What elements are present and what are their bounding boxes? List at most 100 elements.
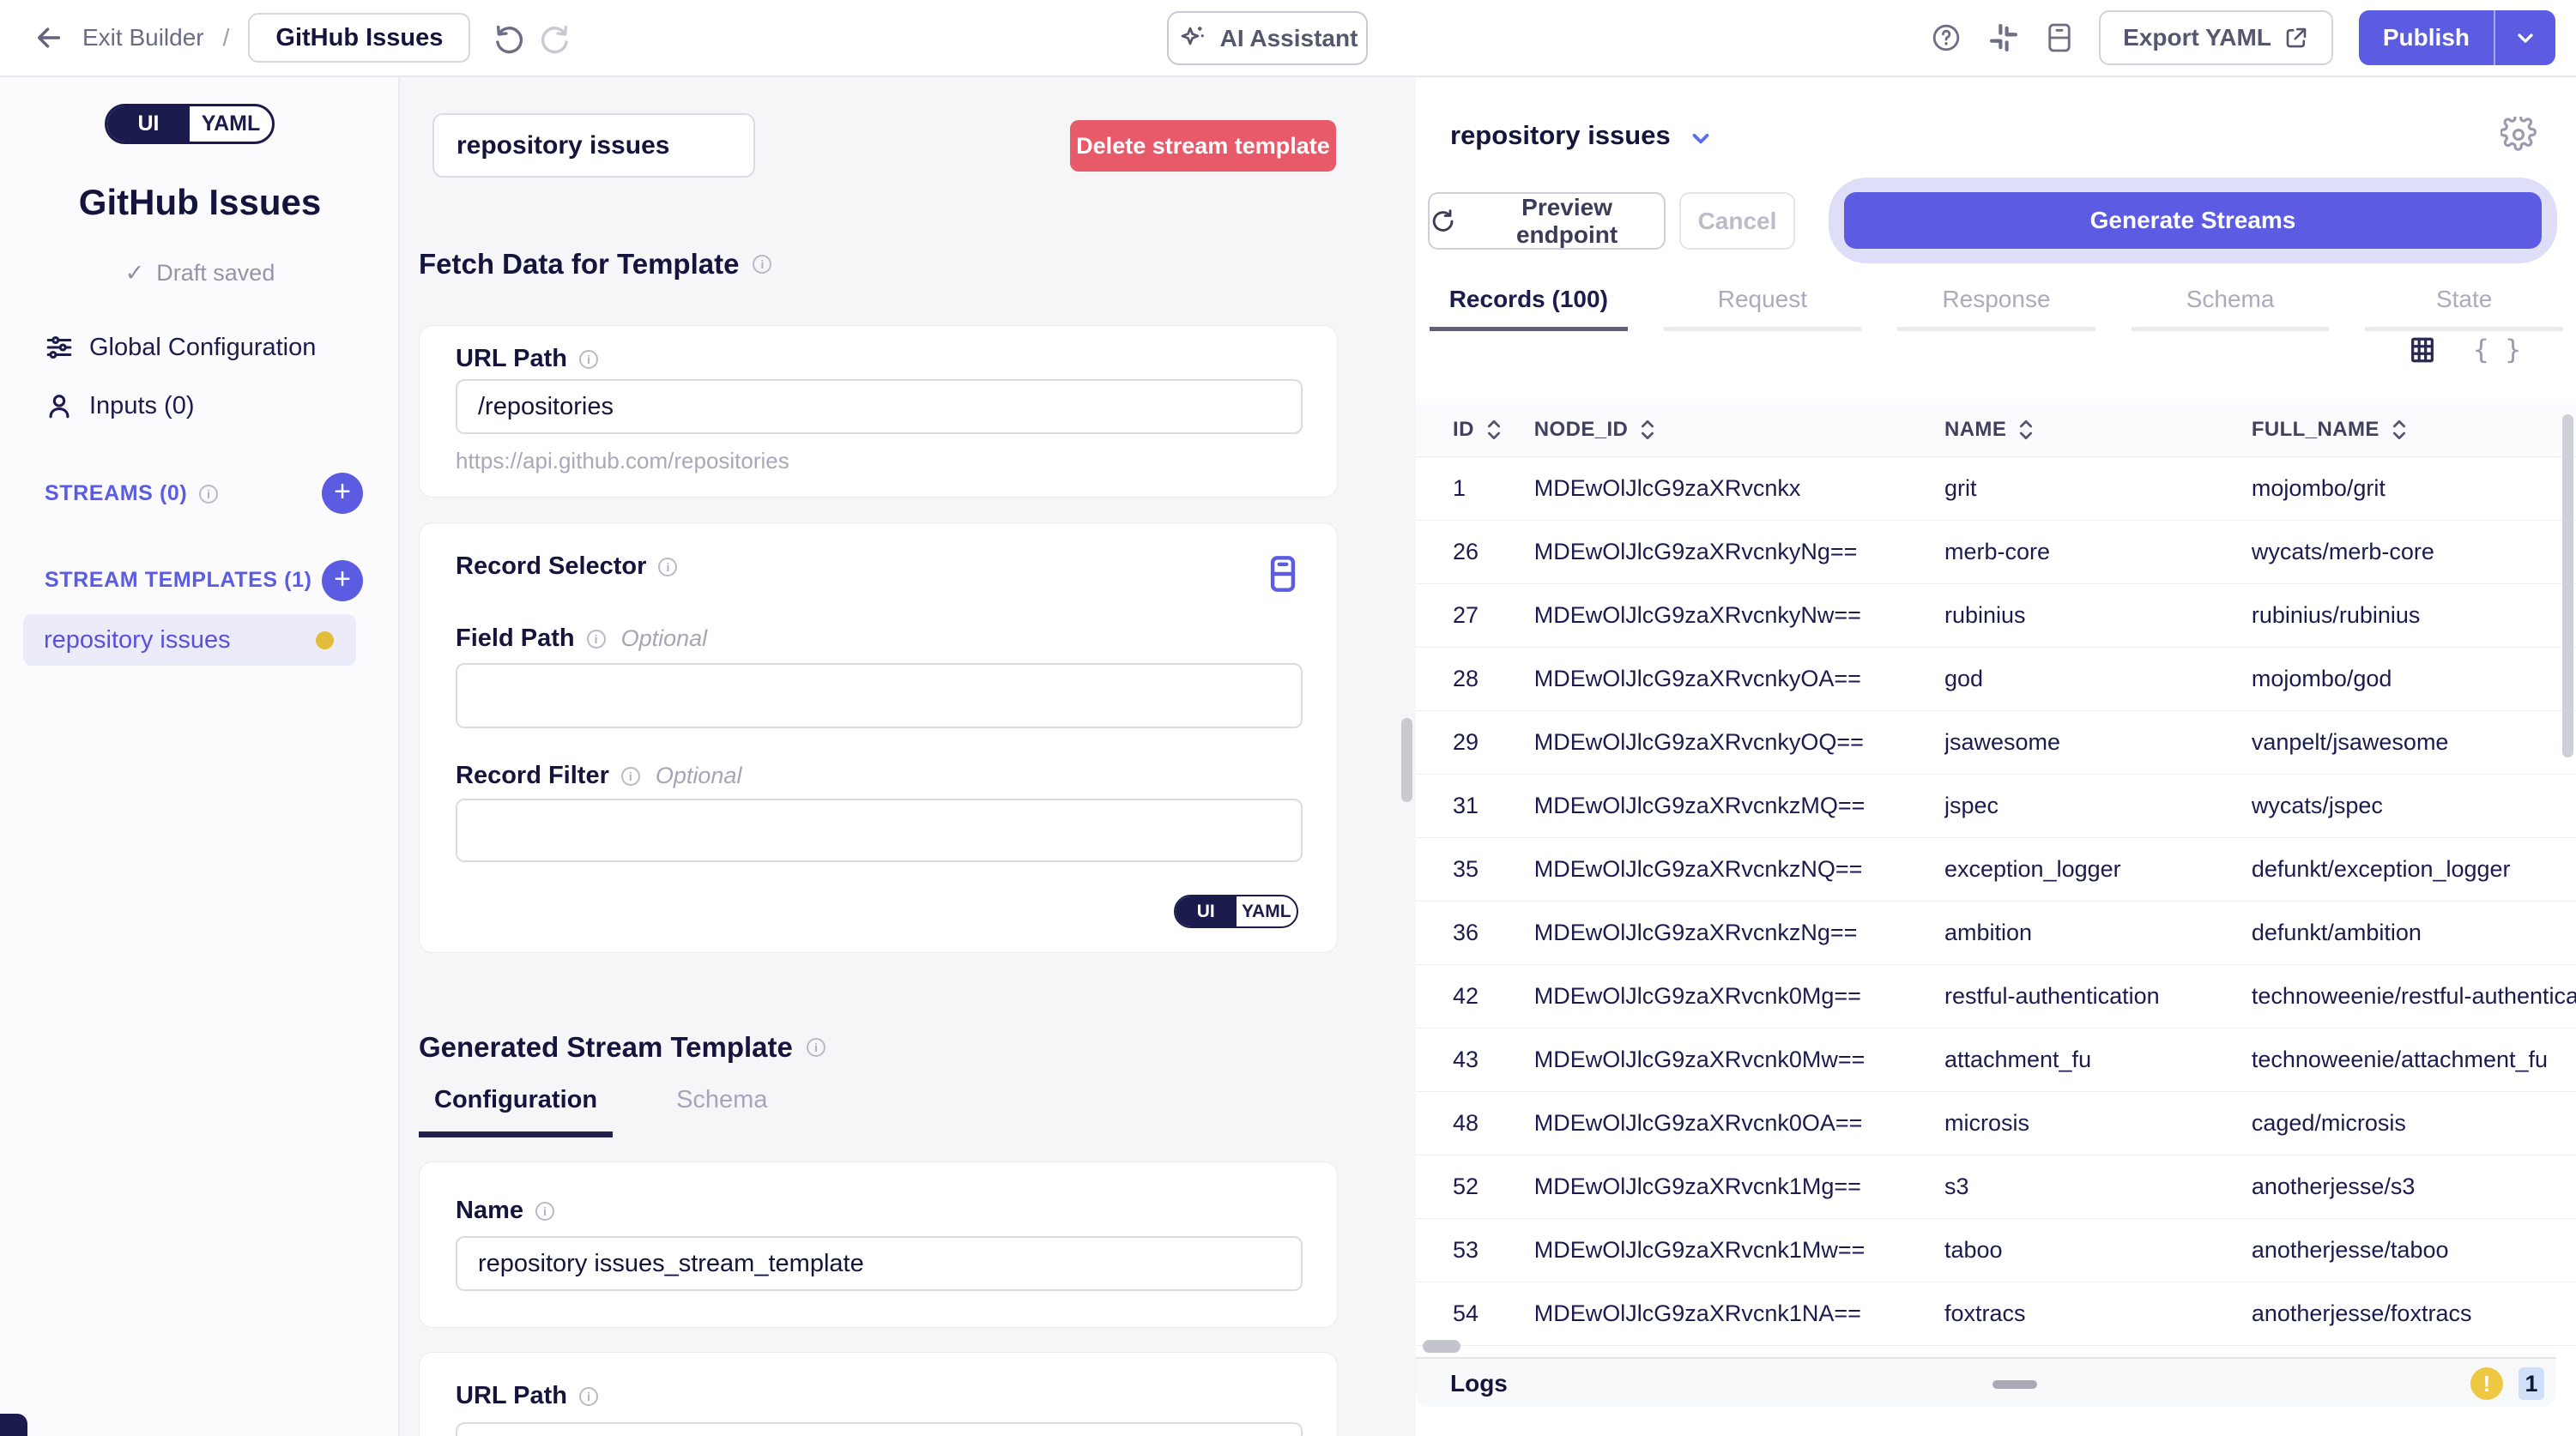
add-stream-button[interactable]: + <box>322 473 363 514</box>
back-arrow-icon[interactable] <box>34 23 63 52</box>
info-icon[interactable]: i <box>578 1386 598 1406</box>
exit-builder-link[interactable]: Exit Builder <box>82 24 204 51</box>
editor-scrollbar[interactable] <box>1401 718 1412 802</box>
table-cell: merb-core <box>1944 520 2252 584</box>
column-header-full-name[interactable]: FULL_NAME <box>2251 404 2576 457</box>
tab-state[interactable]: State <box>2365 286 2563 331</box>
table-view-icon[interactable] <box>2408 335 2437 365</box>
table-cell: grit <box>1944 456 2252 521</box>
info-icon[interactable]: i <box>658 557 678 576</box>
table-cell: 26 <box>1416 520 1534 584</box>
info-icon[interactable]: i <box>753 255 772 274</box>
tab-schema[interactable]: Schema <box>2131 286 2330 331</box>
connector-name-chip[interactable]: GitHub Issues <box>248 13 471 63</box>
record-filter-input[interactable] <box>456 799 1303 862</box>
toggle-yaml[interactable]: YAML <box>201 112 261 136</box>
sidebar-item-label: Global Configuration <box>89 333 317 361</box>
gear-icon[interactable] <box>2500 117 2537 153</box>
sort-icon <box>1638 419 1657 441</box>
toggle-ui[interactable]: UI <box>107 106 190 142</box>
table-cell: mojombo/god <box>2251 647 2576 711</box>
stream-selector-label: repository issues <box>1450 120 1671 150</box>
info-icon[interactable]: i <box>586 629 606 649</box>
publish-dropdown-button[interactable] <box>2494 10 2555 65</box>
tab-configuration[interactable]: Configuration <box>419 1086 614 1137</box>
chat-widget-corner[interactable] <box>0 1414 27 1436</box>
tab-schema[interactable]: Schema <box>676 1086 768 1113</box>
tab-records[interactable]: Records (100) <box>1430 286 1628 331</box>
generated-stream-template-title: Generated Stream Template i <box>419 1031 825 1064</box>
info-icon[interactable]: i <box>620 766 640 786</box>
check-icon: ✓ <box>124 260 145 287</box>
sidebar-item-global-configuration[interactable]: Global Configuration <box>45 333 316 362</box>
table-row: 1 MDEwOlJlcG9zaXRvcnkx grit mojombo/grit <box>1416 456 2576 521</box>
url-path-input[interactable] <box>456 379 1303 434</box>
warning-icon: ! <box>2470 1367 2503 1400</box>
docs-icon[interactable] <box>2046 22 2073 53</box>
json-view-icon[interactable]: { } <box>2473 335 2521 365</box>
slack-icon[interactable] <box>1987 21 2020 54</box>
table-cell: exception_logger <box>1944 837 2252 902</box>
stream-selector[interactable]: repository issues <box>1450 120 1714 151</box>
template-name-input[interactable] <box>432 113 755 178</box>
tab-response[interactable]: Response <box>1897 286 2095 331</box>
table-cell: 1 <box>1416 456 1534 521</box>
sidebar-item-repository-issues[interactable]: repository issues <box>23 614 356 666</box>
toggle-yaml[interactable]: YAML <box>1241 901 1291 921</box>
table-row: 52 MDEwOlJlcG9zaXRvcnk1Mg== s3 anotherjesse… <box>1416 1155 2576 1219</box>
toggle-ui[interactable]: UI <box>1176 896 1237 926</box>
stream-name-input[interactable] <box>456 1236 1303 1291</box>
ai-assistant-button[interactable]: AI Assistant <box>1167 11 1368 65</box>
generated-url-path-input[interactable] <box>456 1422 1303 1436</box>
column-header-node-id[interactable]: NODE_ID <box>1533 404 1944 457</box>
field-path-input[interactable] <box>456 663 1303 728</box>
column-header-id[interactable]: ID <box>1416 404 1534 457</box>
info-icon[interactable]: i <box>806 1038 825 1057</box>
table-cell: attachment_fu <box>1944 1028 2252 1092</box>
sort-icon <box>1485 419 1503 441</box>
table-cell: anotherjesse/foxtracs <box>2251 1282 2576 1346</box>
table-cell: jsawesome <box>1944 710 2252 775</box>
chevron-down-icon <box>1688 125 1714 151</box>
sort-icon <box>2017 419 2035 441</box>
chevron-down-icon <box>2518 33 2533 43</box>
table-cell: MDEwOlJlcG9zaXRvcnkyNg== <box>1533 520 1944 584</box>
table-cell: wycats/merb-core <box>2251 520 2576 584</box>
publish-button[interactable]: Publish <box>2358 10 2494 65</box>
table-cell: 43 <box>1416 1028 1534 1092</box>
table-row: 43 MDEwOlJlcG9zaXRvcnk0Mw== attachment_fu t… <box>1416 1028 2576 1092</box>
sidebar-item-inputs[interactable]: Inputs (0) <box>45 391 195 420</box>
redo-icon[interactable] <box>538 22 570 54</box>
help-icon[interactable] <box>1931 22 1962 53</box>
table-cell: MDEwOlJlcG9zaXRvcnkyNw== <box>1533 583 1944 648</box>
table-cell: jspec <box>1944 774 2252 838</box>
info-icon[interactable]: i <box>199 484 219 504</box>
add-stream-template-button[interactable]: + <box>322 560 363 601</box>
column-header-name[interactable]: NAME <box>1944 404 2252 457</box>
generated-url-path-card: URL Path i <box>419 1352 1338 1436</box>
preview-endpoint-button[interactable]: Preview endpoint <box>1428 192 1666 250</box>
delete-stream-template-button[interactable]: Delete stream template <box>1070 120 1336 172</box>
advanced-doc-icon[interactable] <box>1268 554 1297 598</box>
info-icon[interactable]: i <box>535 1201 554 1221</box>
stream-templates-section-label: STREAM TEMPLATES (1) <box>45 568 312 592</box>
info-icon[interactable]: i <box>578 349 598 369</box>
table-cell: rubinius/rubinius <box>2251 583 2576 648</box>
logs-bar[interactable]: Logs ! 1 <box>1416 1357 2556 1407</box>
sparkle-star-icon <box>1177 23 1208 54</box>
vertical-scrollbar[interactable] <box>2562 414 2573 757</box>
horizontal-scrollbar[interactable] <box>1423 1340 1460 1353</box>
preview-endpoint-label: Preview endpoint <box>1515 193 1618 248</box>
table-row: 27 MDEwOlJlcG9zaXRvcnkyNw== rubinius rubini… <box>1416 583 2576 648</box>
cancel-button[interactable]: Cancel <box>1679 192 1795 250</box>
logs-drag-handle[interactable] <box>1992 1380 2037 1389</box>
table-cell: MDEwOlJlcG9zaXRvcnk0Mg== <box>1533 964 1944 1029</box>
table-cell: 42 <box>1416 964 1534 1029</box>
undo-icon[interactable] <box>494 22 526 54</box>
tab-request[interactable]: Request <box>1663 286 1862 331</box>
table-cell: restful-authentication <box>1944 964 2252 1029</box>
table-cell: 31 <box>1416 774 1534 838</box>
export-yaml-button[interactable]: Export YAML <box>2099 10 2333 65</box>
generate-streams-button[interactable]: Generate Streams <box>1844 192 2542 249</box>
